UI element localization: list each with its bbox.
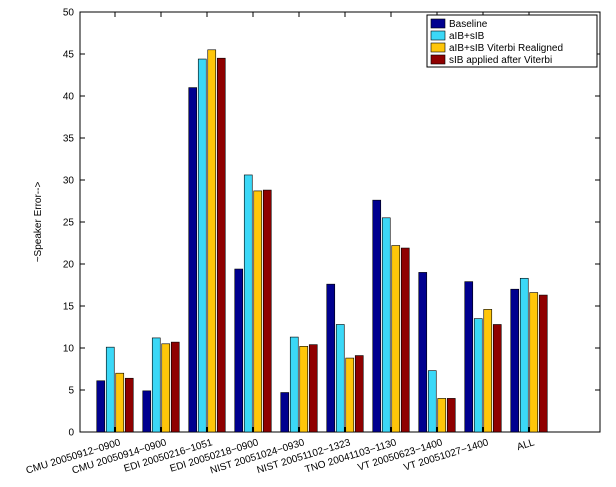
bar [372,199,382,433]
bar [151,337,161,433]
legend-swatch [430,54,446,65]
y-tick-label: 40 [63,92,75,103]
legend-swatch [430,42,446,53]
y-axis-label: ~Speaker Error--> [33,182,44,263]
bar [280,392,290,433]
bar [188,87,198,433]
bar [243,174,253,433]
bar [418,272,428,433]
y-tick-label: 0 [68,428,74,439]
bar [538,294,548,433]
bar [464,281,474,433]
legend-entry-label: Baseline [449,19,488,30]
bar [170,341,180,433]
bar [335,324,345,433]
bar [197,58,207,433]
y-tick-label: 45 [63,50,75,61]
legend-entry-label: sIB applied after Viterbi [449,55,552,66]
bar [308,344,318,433]
y-axis-ticks: 0 5 10 15 20 25 30 35 40 45 50 [63,8,600,439]
bar [207,49,217,433]
y-tick-label: 5 [68,386,74,397]
bar [381,217,391,433]
bar [234,268,244,433]
legend-entry-label: aIB+sIB Viterbi Realigned [449,43,563,54]
y-tick-label: 20 [63,260,75,271]
bar [437,398,447,433]
bar [483,309,493,433]
bar [115,372,125,433]
bar [96,380,106,433]
bar [510,288,520,433]
bars-layer [96,49,548,433]
legend-entry-label: aIB+sIB [449,31,485,42]
bar [253,190,263,433]
bar [142,390,152,433]
bar [216,57,226,433]
bar [492,324,502,433]
y-tick-label: 15 [63,302,75,313]
bar [105,346,115,433]
bar [124,377,134,433]
bar [262,189,272,433]
bar [427,370,437,433]
bar [326,283,336,433]
y-tick-label: 25 [63,218,75,229]
bar [289,336,299,433]
bar [354,355,364,433]
y-tick-label: 10 [63,344,75,355]
y-tick-label: 50 [63,8,75,19]
bar [519,277,529,433]
bar [345,357,355,433]
y-tick-label: 30 [63,176,75,187]
bar [161,343,171,433]
bar [400,247,410,433]
bar [391,245,401,433]
legend-box [426,14,598,68]
legend-swatch [430,30,446,41]
legend-swatch [430,18,446,29]
bar [529,292,539,433]
bar [446,398,456,433]
bar [473,318,483,433]
bar [299,346,309,433]
x-tick-label: ALL [516,437,537,453]
y-tick-label: 35 [63,134,75,145]
